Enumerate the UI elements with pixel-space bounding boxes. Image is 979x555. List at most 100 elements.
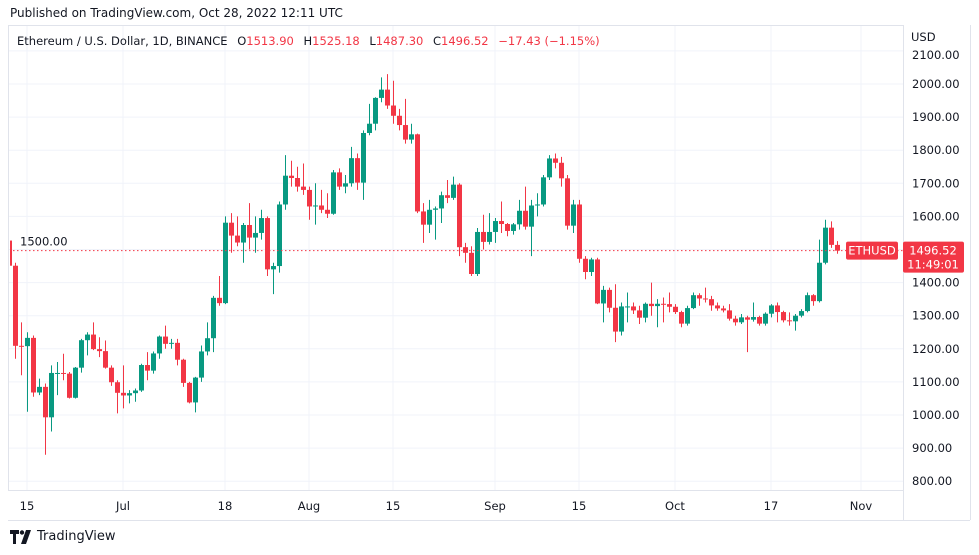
candle[interactable] <box>271 262 276 295</box>
candle[interactable] <box>73 367 78 399</box>
time-axis[interactable]: 15 Jul 18 Aug 15 Sep 15 Oct 17 Nov <box>20 499 873 513</box>
candle[interactable] <box>109 365 114 386</box>
candle[interactable] <box>589 257 594 276</box>
candle[interactable] <box>385 74 390 109</box>
candle[interactable] <box>595 257 600 305</box>
candle[interactable] <box>553 153 558 169</box>
candle[interactable] <box>391 80 396 124</box>
candle[interactable] <box>505 223 510 237</box>
candle[interactable] <box>241 223 246 263</box>
candle[interactable] <box>661 297 666 323</box>
candle[interactable] <box>289 160 294 187</box>
candle[interactable] <box>535 193 540 217</box>
candle[interactable] <box>295 166 300 192</box>
candle[interactable] <box>523 186 528 230</box>
candle[interactable] <box>481 214 486 250</box>
candle[interactable] <box>439 191 444 224</box>
candle[interactable] <box>199 345 204 382</box>
candle[interactable] <box>667 292 672 313</box>
candle[interactable] <box>349 146 354 187</box>
price-axis[interactable]: 800.00 900.00 1000.00 1100.00 1200.00 1300.00… <box>20 48 960 488</box>
candle[interactable] <box>133 388 138 402</box>
candle[interactable] <box>403 98 408 144</box>
candle[interactable] <box>43 383 48 455</box>
candle[interactable] <box>13 262 18 359</box>
candle[interactable] <box>229 213 234 253</box>
candle[interactable] <box>409 123 414 144</box>
candle[interactable] <box>379 77 384 103</box>
candle[interactable] <box>427 199 432 233</box>
candle[interactable] <box>769 304 774 318</box>
candle[interactable] <box>265 216 270 276</box>
candle[interactable] <box>775 302 780 323</box>
candle[interactable] <box>541 175 546 207</box>
candle[interactable] <box>145 352 150 381</box>
candle[interactable] <box>733 315 738 326</box>
candle[interactable] <box>679 310 684 328</box>
candle[interactable] <box>277 201 282 273</box>
candle[interactable] <box>577 199 582 263</box>
candle[interactable] <box>817 239 822 303</box>
candle[interactable] <box>253 216 258 253</box>
candle[interactable] <box>193 376 198 413</box>
candle[interactable] <box>25 332 30 412</box>
candle[interactable] <box>511 223 516 235</box>
candle[interactable] <box>607 287 612 313</box>
candle[interactable] <box>787 312 792 326</box>
candle[interactable] <box>463 242 468 263</box>
candle[interactable] <box>331 170 336 215</box>
candle[interactable] <box>115 380 120 414</box>
candle[interactable] <box>421 203 426 243</box>
candle[interactable] <box>49 365 54 432</box>
candle[interactable] <box>487 213 492 245</box>
candle[interactable] <box>721 305 726 313</box>
candle[interactable] <box>469 246 474 276</box>
candle[interactable] <box>235 216 240 247</box>
candle[interactable] <box>517 199 522 230</box>
candle[interactable] <box>751 302 756 322</box>
candle[interactable] <box>19 322 24 376</box>
candle[interactable] <box>709 295 714 311</box>
candle[interactable] <box>811 294 816 306</box>
candle[interactable] <box>307 186 312 220</box>
candle[interactable] <box>547 155 552 180</box>
candle[interactable] <box>583 256 588 280</box>
candle[interactable] <box>67 371 72 399</box>
candle[interactable] <box>157 335 162 359</box>
candle[interactable] <box>79 338 84 373</box>
candle[interactable] <box>673 304 678 315</box>
candle[interactable] <box>127 390 132 404</box>
candle[interactable] <box>259 209 264 240</box>
candle[interactable] <box>373 97 378 131</box>
candle[interactable] <box>337 168 342 190</box>
candle[interactable] <box>631 302 636 315</box>
candle[interactable] <box>835 241 840 254</box>
candle[interactable] <box>763 312 768 326</box>
candle[interactable] <box>493 218 498 243</box>
candle[interactable] <box>613 284 618 343</box>
candle[interactable] <box>7 235 12 276</box>
candle[interactable] <box>565 175 570 230</box>
candle[interactable] <box>805 292 810 313</box>
candle[interactable] <box>685 305 690 326</box>
candle[interactable] <box>715 302 720 311</box>
candle[interactable] <box>169 338 174 349</box>
candle[interactable] <box>367 103 372 136</box>
candle[interactable] <box>829 221 834 248</box>
candle[interactable] <box>247 203 252 250</box>
candle[interactable] <box>823 219 828 265</box>
candle[interactable] <box>691 292 696 310</box>
candle[interactable] <box>163 325 168 349</box>
candle[interactable] <box>625 292 630 323</box>
candle[interactable] <box>61 353 66 381</box>
candle[interactable] <box>415 133 420 214</box>
symbol-title[interactable]: Ethereum / U.S. Dollar, 1D, BINANCE <box>17 34 228 48</box>
candle[interactable] <box>499 201 504 233</box>
candle[interactable] <box>175 338 180 366</box>
candle[interactable] <box>313 183 318 225</box>
candle[interactable] <box>55 362 60 396</box>
candle[interactable] <box>529 199 534 257</box>
candle[interactable] <box>727 304 732 321</box>
candle[interactable] <box>181 358 186 387</box>
